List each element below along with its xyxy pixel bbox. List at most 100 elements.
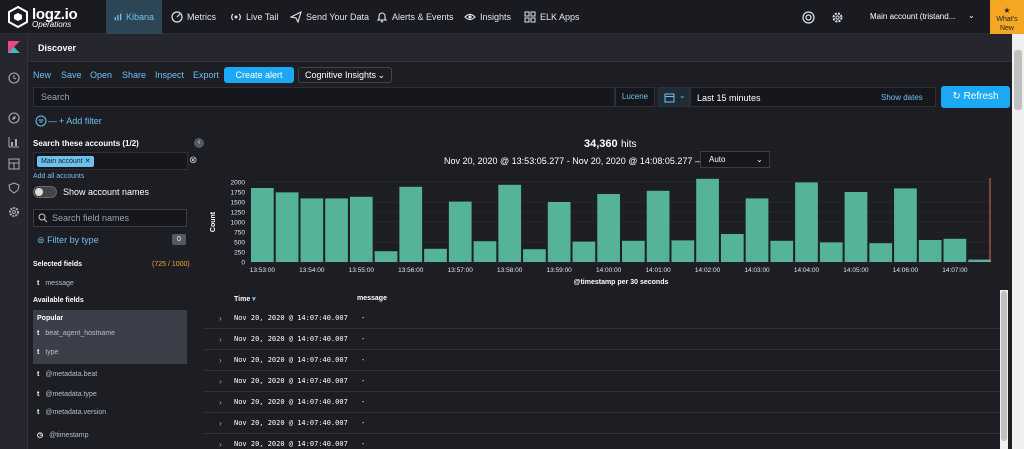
date-range-field[interactable]: Last 15 minutes Show dates [690,87,936,107]
account-selector[interactable]: Main account (tristand... [870,12,956,21]
histogram-bar[interactable] [251,188,274,262]
histogram-chart[interactable]: 0 250 500 750 1000 1250 1500 1750 2000 13:53:00 13… [205,174,1012,289]
table-scrollbar[interactable] [1000,290,1008,449]
histogram-bar[interactable] [498,184,522,262]
expand-row-icon[interactable]: › [219,356,222,365]
account-pill[interactable]: Main account ✕ [37,156,95,167]
refresh-button[interactable]: ↻ Refresh [941,86,1010,108]
table-row[interactable]: › Nov 20, 2020 @ 14:07:40.007 - [205,413,1000,434]
date-picker-button[interactable]: ⌄ [658,87,690,107]
histogram-bar[interactable] [349,196,373,262]
histogram-bar[interactable] [696,178,719,262]
interval-select[interactable]: Auto ⌄ [700,151,770,168]
histogram-bar[interactable] [968,259,991,262]
column-header-time[interactable]: Time ▾ [234,295,256,303]
histogram-bar[interactable] [671,240,695,262]
table-row[interactable]: › Nov 20, 2020 @ 14:07:40.007 - [205,434,1000,449]
clear-icon[interactable]: ⊗ [189,155,198,166]
expand-row-icon[interactable]: › [219,398,222,407]
histogram-bar[interactable] [918,240,942,262]
compass-icon[interactable] [8,112,20,124]
histogram-bar[interactable] [523,249,546,262]
histogram-bar[interactable] [894,188,917,262]
nav-insights[interactable]: Insights [456,0,519,34]
page-scrollbar-thumb[interactable] [1014,50,1022,110]
show-dates-link[interactable]: Show dates [881,93,923,102]
table-row[interactable]: › Nov 20, 2020 @ 14:07:40.007 - [205,350,1000,371]
field-item[interactable]: t @metadata.version [37,409,106,416]
field-item[interactable]: t message [37,280,74,287]
field-search-input[interactable]: Search field names [33,209,187,227]
table-row[interactable]: › Nov 20, 2020 @ 14:07:40.007 - [205,371,1000,392]
nav-elk-apps[interactable]: ELK Apps [516,0,588,34]
clock-icon[interactable] [8,72,20,84]
table-row[interactable]: › Nov 20, 2020 @ 14:07:40.007 - [205,392,1000,413]
nav-metrics[interactable]: Metrics [163,0,224,34]
column-header-message[interactable]: message [357,295,387,302]
filter-menu-icon[interactable] [35,115,47,127]
help-icon[interactable] [802,11,815,24]
histogram-bar[interactable] [720,234,744,262]
shield-icon[interactable] [8,182,20,194]
field-item[interactable]: t @metadata.type [37,391,97,398]
histogram-bar[interactable] [646,190,670,262]
histogram-bar[interactable] [325,198,348,262]
inspect-button[interactable]: Inspect [155,70,185,80]
account-select[interactable]: Main account ✕ [33,152,188,170]
table-scrollbar-thumb[interactable] [1001,291,1007,441]
gear-icon[interactable] [831,11,844,24]
logzio-logo[interactable]: logz.io Operations [8,5,100,29]
histogram-bar[interactable] [597,194,620,262]
add-all-accounts-link[interactable]: Add all accounts [33,173,85,180]
nav-alerts[interactable]: Alerts & Events [368,0,462,34]
histogram-bar[interactable] [547,202,571,262]
visualize-icon[interactable] [8,136,20,148]
histogram-bar[interactable] [869,243,893,262]
nav-live-tail[interactable]: Live Tail [222,0,286,34]
nav-send-data[interactable]: Send Your Data [282,0,377,34]
expand-row-icon[interactable]: › [219,335,222,344]
settings-gear-icon[interactable] [8,206,20,218]
collapse-sidebar-button[interactable]: ‹ [194,138,204,148]
show-account-names-toggle[interactable] [33,186,57,198]
open-button[interactable]: Open [90,70,113,80]
export-button[interactable]: Export [193,70,220,80]
field-item[interactable]: t @metadata.beat [37,371,97,378]
field-item[interactable]: t type [37,349,59,356]
chevron-down-icon[interactable]: ⌄ [968,11,975,20]
kibana-logo-icon[interactable] [7,40,21,54]
cognitive-insights-dropdown[interactable]: Cognitive Insights ⌄ [298,67,392,83]
new-button[interactable]: New [33,70,52,80]
dashboard-icon[interactable] [8,158,20,170]
share-button[interactable]: Share [122,70,147,80]
add-filter-button[interactable]: + Add filter [59,116,102,126]
expand-row-icon[interactable]: › [219,314,222,323]
expand-row-icon[interactable]: › [219,419,222,428]
lucene-toggle[interactable]: Lucene [615,87,655,107]
histogram-bar[interactable] [844,192,868,262]
histogram-bar[interactable] [622,240,645,262]
expand-row-icon[interactable]: › [219,377,222,386]
table-row[interactable]: › Nov 20, 2020 @ 14:07:40.007 - [205,329,1000,350]
histogram-bar[interactable] [795,182,818,262]
histogram-bar[interactable] [819,242,843,262]
histogram-bar[interactable] [424,248,447,262]
filter-by-type-button[interactable]: ⊜ Filter by type [37,235,99,246]
create-alert-button[interactable]: Create alert [224,67,294,83]
page-scrollbar[interactable] [1012,34,1024,449]
field-item[interactable]: ◷ @timestamp [37,431,89,439]
histogram-bar[interactable] [399,186,423,262]
nav-kibana[interactable]: Kibana [106,0,162,34]
histogram-bar[interactable] [770,240,794,262]
save-button[interactable]: Save [61,70,82,80]
histogram-bar[interactable] [275,192,299,262]
histogram-bar[interactable] [473,241,497,262]
histogram-bar[interactable] [300,198,324,262]
search-input[interactable]: Search [33,87,615,107]
histogram-bar[interactable] [745,198,769,262]
histogram-bar[interactable] [448,201,472,262]
whats-new-button[interactable]: ★ What's New [990,0,1024,34]
histogram-bar[interactable] [374,251,398,262]
expand-row-icon[interactable]: › [219,440,222,449]
histogram-bar[interactable] [572,241,596,262]
